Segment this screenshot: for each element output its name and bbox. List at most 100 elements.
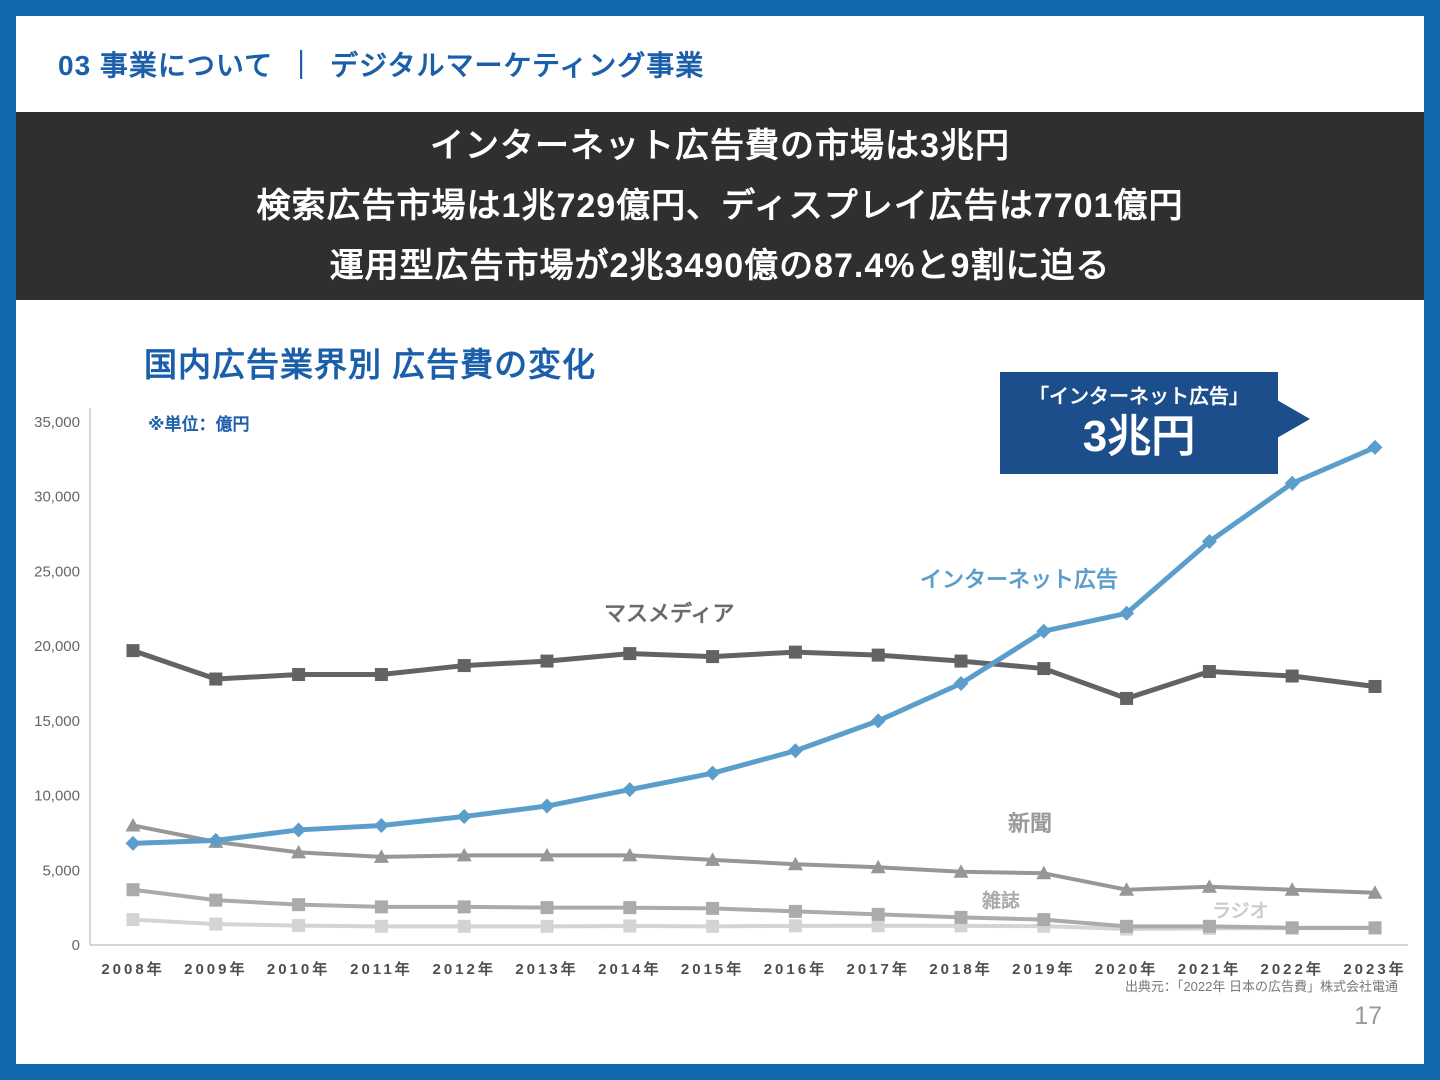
series-marker-magazine <box>374 900 388 914</box>
series-marker-internet <box>787 743 803 759</box>
y-tick-label: 15,000 <box>34 713 80 730</box>
series-marker-magazine <box>871 907 885 921</box>
series-marker-mass-media <box>540 654 554 668</box>
banner-line-3: 運用型広告市場が2兆3490億の87.4%と9割に迫る <box>329 247 1111 285</box>
callout-label: 「インターネット広告」 <box>1029 386 1249 408</box>
x-tick-label: 2008年 <box>101 960 164 978</box>
series-marker-newspaper <box>1284 882 1300 896</box>
series-marker-radio <box>374 919 388 933</box>
series-marker-mass-media <box>374 668 388 682</box>
series-label-radio: ラジオ <box>1212 901 1269 922</box>
series-marker-internet <box>705 765 721 781</box>
x-tick-label: 2022年 <box>1261 960 1324 978</box>
series-marker-mass-media <box>706 650 720 664</box>
series-marker-magazine <box>1368 921 1382 935</box>
series-marker-magazine <box>623 901 637 915</box>
series-marker-newspaper <box>1367 885 1383 899</box>
series-marker-magazine <box>126 883 140 897</box>
series-marker-magazine <box>1037 913 1051 927</box>
series-marker-internet <box>1201 534 1217 550</box>
series-label-newspaper: 新聞 <box>1008 811 1053 836</box>
page-number: 17 <box>1354 1002 1382 1030</box>
series-marker-radio <box>788 919 802 933</box>
x-tick-label: 2020年 <box>1095 960 1158 978</box>
series-marker-internet <box>1367 439 1383 455</box>
y-tick-label: 20,000 <box>34 638 80 655</box>
series-marker-newspaper <box>456 847 472 862</box>
x-tick-label: 2012年 <box>433 960 496 978</box>
banner-line-2: 検索広告市場は1兆729億円、ディスプレイ広告は7701億円 <box>256 187 1184 225</box>
x-tick-label: 2009年 <box>184 960 247 978</box>
series-marker-magazine <box>209 893 223 907</box>
x-tick-label: 2016年 <box>764 960 827 978</box>
series-marker-magazine <box>954 910 968 924</box>
x-tick-label: 2011年 <box>350 960 413 978</box>
x-tick-label: 2013年 <box>515 960 578 978</box>
series-marker-radio <box>706 919 720 933</box>
banner-line-1: インターネット広告費の市場は3兆円 <box>430 127 1010 165</box>
series-marker-internet <box>291 822 307 838</box>
series-marker-mass-media <box>457 659 471 673</box>
series-marker-internet <box>1284 475 1300 491</box>
series-marker-internet <box>539 798 555 814</box>
callout-arrow-icon <box>1277 400 1310 438</box>
header-subtitle: デジタルマーケティング事業 <box>330 50 705 81</box>
slide: 03 事業について ｜ デジタルマーケティング事業 インターネット広告費の市場は… <box>16 16 1424 1064</box>
x-tick-label: 2017年 <box>847 960 910 978</box>
internet-ad-callout: 「インターネット広告」 3兆円 <box>1000 372 1310 474</box>
series-marker-newspaper <box>787 856 803 871</box>
series-marker-radio <box>292 919 306 933</box>
series-marker-magazine <box>1120 919 1134 933</box>
series-marker-magazine <box>788 904 802 918</box>
y-tick-label: 35,000 <box>34 414 80 431</box>
series-marker-mass-media <box>1202 665 1216 679</box>
unit-label: ※単位：億円 <box>148 415 250 434</box>
series-marker-newspaper <box>291 844 307 859</box>
header-divider: ｜ <box>287 50 317 81</box>
x-tick-label: 2019年 <box>1012 960 1075 978</box>
series-marker-internet <box>1036 623 1052 639</box>
series-marker-newspaper <box>1036 865 1052 880</box>
series-marker-magazine <box>540 901 554 915</box>
y-tick-label: 10,000 <box>34 788 80 805</box>
series-marker-magazine <box>292 898 306 912</box>
y-tick-label: 30,000 <box>34 489 80 506</box>
x-tick-label: 2015年 <box>681 960 744 978</box>
series-line-newspaper <box>131 823 1377 895</box>
series-marker-newspaper <box>1201 879 1217 893</box>
series-marker-newspaper <box>373 849 389 863</box>
series-marker-newspaper <box>1119 882 1135 896</box>
headline-banner: インターネット広告費の市場は3兆円 検索広告市場は1兆729億円、ディスプレイ広… <box>16 112 1424 300</box>
series-line-mass-media <box>130 648 1378 701</box>
series-label-internet: インターネット広告 <box>920 567 1119 592</box>
callout-value: 3兆円 <box>1082 412 1196 461</box>
series-line-internet <box>130 444 1378 846</box>
series-marker-newspaper <box>953 864 969 878</box>
series-marker-mass-media <box>1285 669 1299 683</box>
series-marker-internet <box>953 676 969 691</box>
x-tick-label: 2018年 <box>929 960 992 978</box>
x-tick-label: 2021年 <box>1178 960 1241 978</box>
series-marker-radio <box>540 919 554 933</box>
series-label-magazine: 雑誌 <box>982 891 1021 912</box>
x-tick-label: 2023年 <box>1343 960 1406 978</box>
source-citation: 出典元：「2022年 日本の広告費」株式会社電通 <box>1124 979 1398 994</box>
series-marker-internet <box>622 782 638 798</box>
y-tick-label: 25,000 <box>34 563 80 580</box>
series-marker-internet <box>208 832 224 848</box>
series-marker-magazine <box>457 900 471 914</box>
series-label-mass-media: マスメディア <box>604 601 735 626</box>
series-marker-radio <box>126 913 140 927</box>
series-marker-mass-media <box>292 668 306 682</box>
series-marker-mass-media <box>623 647 637 661</box>
y-tick-label: 0 <box>72 937 80 954</box>
series-marker-radio <box>457 919 471 933</box>
series-marker-mass-media <box>126 644 140 658</box>
page-header: 03 事業について ｜ デジタルマーケティング事業 <box>16 16 1424 112</box>
series-marker-internet <box>373 817 389 833</box>
series-marker-mass-media <box>1368 679 1382 693</box>
line-chart: 0 5,000 10,000 15,000 20,000 25,000 30,000 35,0… <box>34 408 1408 978</box>
series-marker-magazine <box>706 901 720 915</box>
series-marker-radio <box>209 917 223 931</box>
